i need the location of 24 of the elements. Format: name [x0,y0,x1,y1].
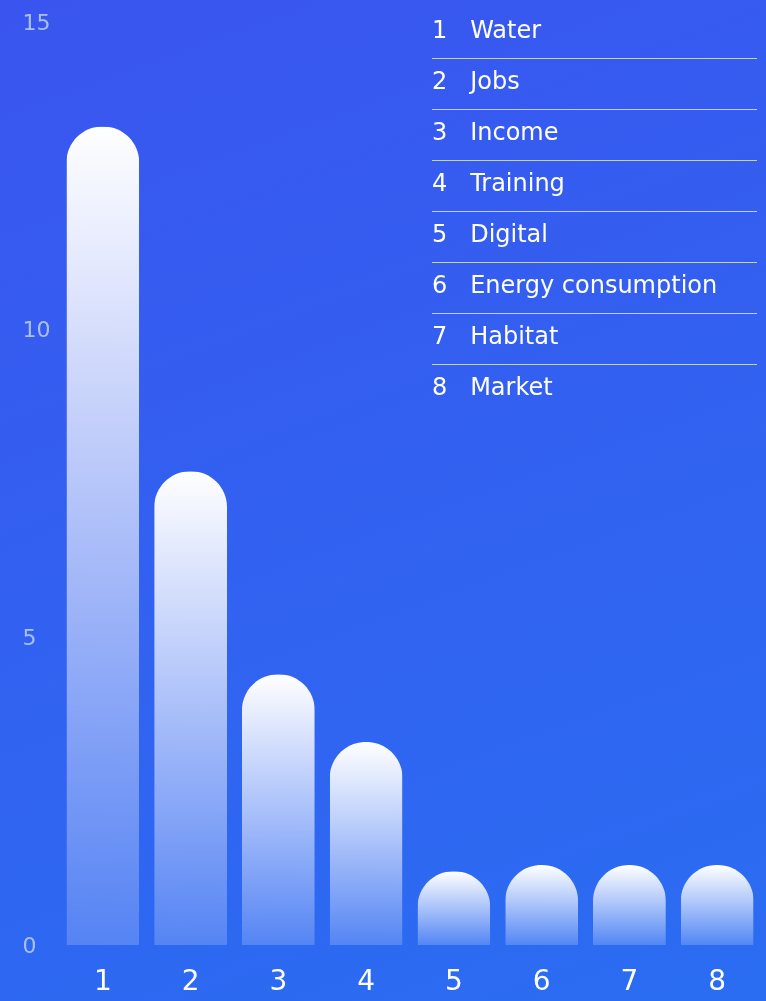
x-tick-label: 4 [357,963,376,997]
annotation: 6 Energy consumption [432,263,757,314]
annotation: 7 Habitat [432,314,757,365]
x-tick-label: 6 [532,963,551,997]
annotation: 3 Income [432,110,757,161]
x-tick-label: 7 [620,963,639,997]
bar [154,471,227,945]
y-tick-label: 10 [22,317,51,343]
bar [329,741,403,945]
bar [66,126,140,945]
x-tick-label: 1 [93,963,112,997]
bar [241,674,315,945]
y-tick-label: 5 [22,624,37,650]
annotation: 5 Digital [432,212,757,263]
y-tick-label: 0 [22,932,37,958]
annotation: 8 Market [432,372,554,403]
annotation: 2 Jobs [432,59,757,110]
x-tick-label: 2 [181,963,200,997]
x-tick-label: 3 [269,963,288,997]
x-tick-label: 8 [708,963,727,997]
x-tick-label: 5 [444,963,463,997]
annotation: 4 Training [432,161,757,212]
annotation: 1 Water [432,8,757,59]
y-tick-label: 15 [22,9,51,35]
